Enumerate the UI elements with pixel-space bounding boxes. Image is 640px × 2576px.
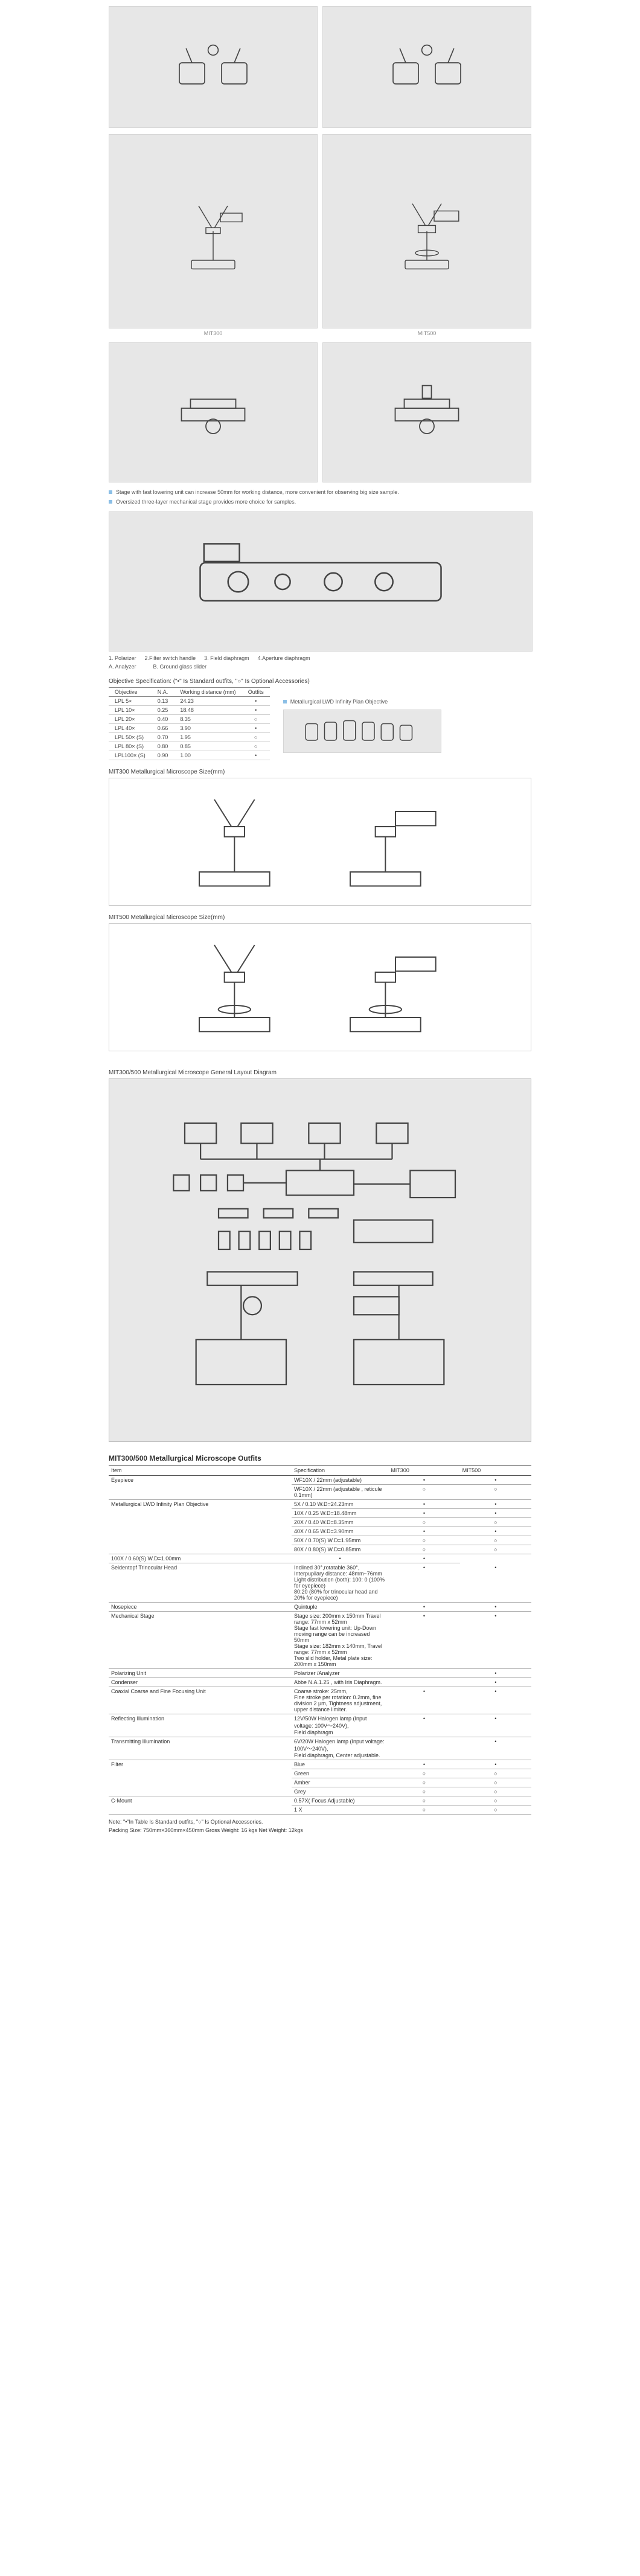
- table-row: Polarizing UnitPolarizer /Analyzer•: [109, 1669, 531, 1678]
- ctrl-sub-a: A. Analyzer: [109, 664, 136, 670]
- table-row: NosepieceQuintuple••: [109, 1603, 531, 1612]
- table-row: C-Mount0.57X( Focus Adjustable)○○: [109, 1796, 531, 1805]
- ctrl-label-2: 2.Filter switch handle: [145, 655, 196, 661]
- mit300-caption: MIT300: [109, 330, 318, 336]
- control-sublabels: A. Analyzer B. Ground glass slider: [109, 664, 531, 670]
- obj-spec-title: Objective Specification: ("•" Is Standar…: [109, 678, 531, 685]
- mit500-image: [322, 134, 531, 328]
- out-h-2: MIT300: [388, 1466, 459, 1476]
- size500-title: MIT500 Metallurgical Microscope Size(mm): [109, 914, 531, 921]
- out-h-1: Specification: [292, 1466, 388, 1476]
- objectives-photo: [283, 710, 441, 753]
- out-h-3: MIT500: [460, 1466, 531, 1476]
- ctrl-sub-b: B. Ground glass slider: [153, 664, 207, 670]
- table-row: LPL 40×0.663.90•: [109, 724, 270, 733]
- mit500-caption: MIT500: [322, 330, 531, 336]
- bullet-1: Stage with fast lowering unit can increa…: [116, 489, 399, 496]
- table-row: Coaxial Coarse and Fine Focusing UnitCoa…: [109, 1687, 531, 1714]
- size300-title: MIT300 Metallurgical Microscope Size(mm): [109, 769, 531, 775]
- obj-side-note: Metallurgical LWD Infinity Plan Objectiv…: [290, 698, 388, 706]
- microscope-pair: MIT300 MIT500: [109, 134, 531, 336]
- out-h-0: Item: [109, 1466, 292, 1476]
- table-row: EyepieceWF10X / 22mm (adjustable)••: [109, 1476, 531, 1485]
- layout-title: MIT300/500 Metallurgical Microscope Gene…: [109, 1069, 531, 1076]
- outfits-table: Item Specification MIT300 MIT500 Eyepiec…: [109, 1465, 531, 1815]
- footer-notes: Note: "•"In Table Is Standard outfits, "…: [109, 1818, 531, 1834]
- table-row: Seidentopf Trinocular HeadInclined 30°,r…: [109, 1563, 531, 1603]
- ctrl-label-3: 3. Field diaphragm: [204, 655, 249, 661]
- eyepiece-right-image: [322, 6, 531, 128]
- controls-image: [109, 511, 533, 652]
- objective-spec-table: Objective N.A. Working distance (mm) Out…: [109, 687, 270, 760]
- obj-h-0: Objective: [109, 688, 152, 697]
- stage-left-image: [109, 342, 318, 482]
- stage-bullets: Stage with fast lowering unit can increa…: [109, 489, 447, 505]
- outfits-title: MIT300/500 Metallurgical Microscope Outf…: [109, 1454, 531, 1463]
- eyepiece-images: [109, 6, 531, 128]
- layout-diagram: [109, 1078, 531, 1442]
- ctrl-label-1: 1. Polarizer: [109, 655, 136, 661]
- obj-h-3: Outfits: [242, 688, 270, 697]
- table-row: LPL 50× (S)0.701.95○: [109, 733, 270, 742]
- table-row: LPL 5×0.1324.23•: [109, 697, 270, 706]
- mit300-image: [109, 134, 318, 328]
- ctrl-label-4: 4.Aperture diaphragm: [258, 655, 310, 661]
- table-row: FilterBlue••: [109, 1760, 531, 1769]
- table-row: LPL 20×0.408.35○: [109, 715, 270, 724]
- control-labels: 1. Polarizer 2.Filter switch handle 3. F…: [109, 655, 531, 661]
- table-row: Metallurgical LWD Infinity Plan Objectiv…: [109, 1500, 531, 1509]
- table-row: Reflecting Illumination12V/50W Halogen l…: [109, 1714, 531, 1737]
- obj-h-2: Working distance (mm): [174, 688, 242, 697]
- table-row: LPL 10×0.2518.48•: [109, 706, 270, 715]
- table-row: Mechanical StageStage size: 200mm x 150m…: [109, 1612, 531, 1669]
- obj-h-1: N.A.: [152, 688, 174, 697]
- stage-images: [109, 342, 531, 482]
- table-row: LPL100× (S)0.901.00•: [109, 751, 270, 760]
- mit300-size-diagram: [109, 778, 531, 906]
- eyepiece-left-image: [109, 6, 318, 128]
- table-row: LPL 80× (S)0.800.85○: [109, 742, 270, 751]
- bullet-2: Oversized three-layer mechanical stage p…: [116, 498, 296, 506]
- note-line2: Packing Size: 750mm×360mm×450mm Gross We…: [109, 1827, 531, 1835]
- note-line1: Note: "•"In Table Is Standard outfits, "…: [109, 1818, 531, 1827]
- table-row: 100X / 0.60(S) W.D=1.00mm••: [109, 1554, 531, 1563]
- table-row: CondenserAbbe N.A.1.25 , with Iris Diaph…: [109, 1678, 531, 1687]
- table-row: Transmitting Illumination6V/20W Halogen …: [109, 1737, 531, 1760]
- stage-right-image: [322, 342, 531, 482]
- mit500-size-diagram: [109, 923, 531, 1051]
